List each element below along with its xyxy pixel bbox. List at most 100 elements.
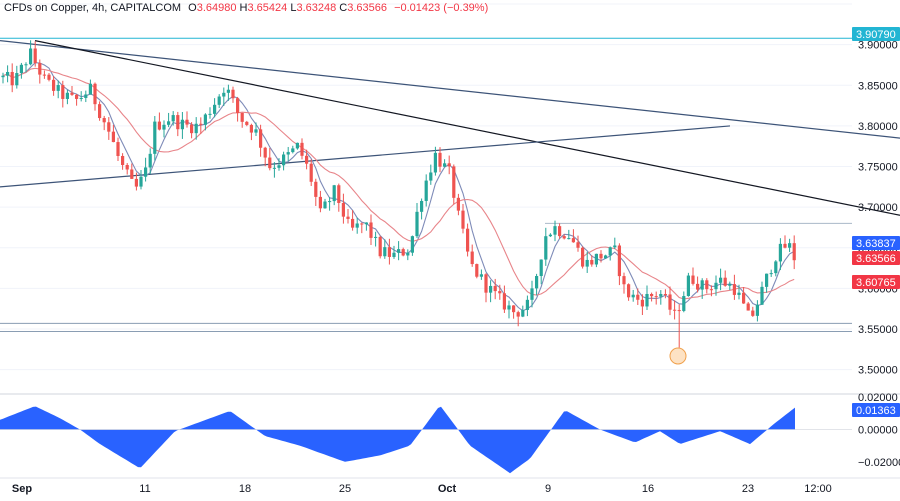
- candle-body: [134, 178, 138, 187]
- candle: [134, 172, 138, 191]
- candle: [728, 281, 732, 291]
- candle-body: [98, 104, 102, 119]
- candle: [673, 300, 677, 320]
- candle: [751, 306, 755, 317]
- candle-body: [88, 83, 92, 95]
- candle-body: [387, 247, 391, 257]
- candle-body: [705, 280, 709, 290]
- candle: [627, 283, 631, 301]
- price-tag-bg: [852, 275, 900, 289]
- candle-body: [484, 274, 488, 293]
- candle-body: [222, 92, 226, 97]
- candle-body: [571, 238, 575, 243]
- candle-body: [479, 274, 483, 277]
- candle-body: [328, 201, 332, 203]
- candle: [65, 89, 69, 105]
- candle: [548, 233, 552, 238]
- candle-body: [309, 163, 313, 182]
- candle-body: [392, 252, 396, 257]
- candle-body: [153, 121, 157, 154]
- candle-body: [631, 294, 635, 298]
- chart-header: CFDs on Copper, 4h, CAPITALCOM O3.64980 …: [4, 2, 488, 14]
- candle: [489, 280, 493, 303]
- candle-body: [401, 249, 405, 256]
- price-tick-label: 3.70000: [858, 202, 898, 214]
- candle: [355, 217, 359, 234]
- candle: [70, 85, 74, 96]
- candle: [562, 234, 566, 240]
- candle: [42, 70, 46, 79]
- trendline: [0, 125, 731, 188]
- candle: [719, 268, 723, 291]
- candle: [144, 157, 148, 182]
- candle-body: [111, 131, 115, 143]
- candle-body: [410, 236, 414, 253]
- candle: [176, 111, 180, 137]
- candle-body: [723, 277, 727, 286]
- candle: [544, 227, 548, 266]
- candle-body: [424, 180, 428, 201]
- candle: [231, 86, 235, 103]
- price-tick-label: 3.90000: [858, 40, 898, 52]
- candle-body: [203, 114, 207, 125]
- candle-body: [102, 118, 106, 123]
- candle-body: [314, 181, 318, 197]
- candle-body: [640, 299, 644, 307]
- candle: [691, 267, 695, 286]
- candle-body: [470, 251, 474, 265]
- high-value: 3.65424: [247, 2, 288, 14]
- candle-body: [171, 115, 175, 122]
- candle: [6, 65, 10, 83]
- time-tick-label: 11: [139, 483, 150, 495]
- moving-averages: [2, 62, 795, 312]
- candle: [61, 80, 65, 108]
- candle-body: [682, 296, 686, 311]
- price-axis[interactable]: 3.500003.550003.600003.650003.700003.750…: [858, 40, 900, 469]
- candle-body: [125, 165, 129, 170]
- price-tags: 3.90790 3.63837 3.63566 3.60765 0.01363: [852, 27, 900, 417]
- candle: [788, 238, 792, 253]
- candle-body: [553, 226, 557, 235]
- candle: [93, 82, 97, 111]
- candle: [171, 111, 175, 126]
- candle: [52, 76, 56, 96]
- candle: [213, 98, 217, 118]
- candle: [116, 137, 120, 161]
- candle: [604, 254, 608, 259]
- price-tick-label: 3.50000: [858, 365, 898, 377]
- candle-body: [650, 293, 654, 297]
- candle-body: [355, 223, 359, 228]
- candle-body: [742, 292, 746, 304]
- candle: [194, 117, 198, 140]
- candle: [461, 204, 465, 234]
- candle-body: [29, 48, 33, 65]
- candle: [222, 87, 226, 106]
- time-axis[interactable]: Sep 11 18 25 Oct 9 16 23 12:00: [12, 483, 832, 495]
- candle: [332, 184, 336, 206]
- candle-body: [581, 247, 585, 267]
- candle-body: [162, 124, 166, 130]
- candle: [479, 269, 483, 280]
- candle-body: [42, 74, 46, 76]
- candle-body: [415, 211, 419, 237]
- low-label: L: [290, 2, 297, 14]
- candle-body: [121, 155, 125, 166]
- high-label: H: [239, 2, 248, 14]
- candle-body: [590, 259, 594, 265]
- candle: [47, 72, 51, 82]
- price-tag-label: 3.60765: [856, 277, 896, 289]
- candle-body: [516, 312, 520, 317]
- candle-body: [1, 75, 5, 78]
- close-value: 3.63566: [347, 2, 387, 14]
- low-value: 3.63248: [296, 2, 337, 14]
- candle-body: [65, 92, 69, 99]
- candle-body: [622, 276, 626, 285]
- candle-body: [548, 234, 552, 237]
- candle: [636, 288, 640, 305]
- candle-body: [696, 283, 700, 290]
- candle: [677, 304, 681, 348]
- candle: [663, 289, 667, 299]
- symbol-title[interactable]: CFDs on Copper, 4h, CAPITALCOM: [4, 2, 182, 14]
- candle-body: [765, 273, 769, 287]
